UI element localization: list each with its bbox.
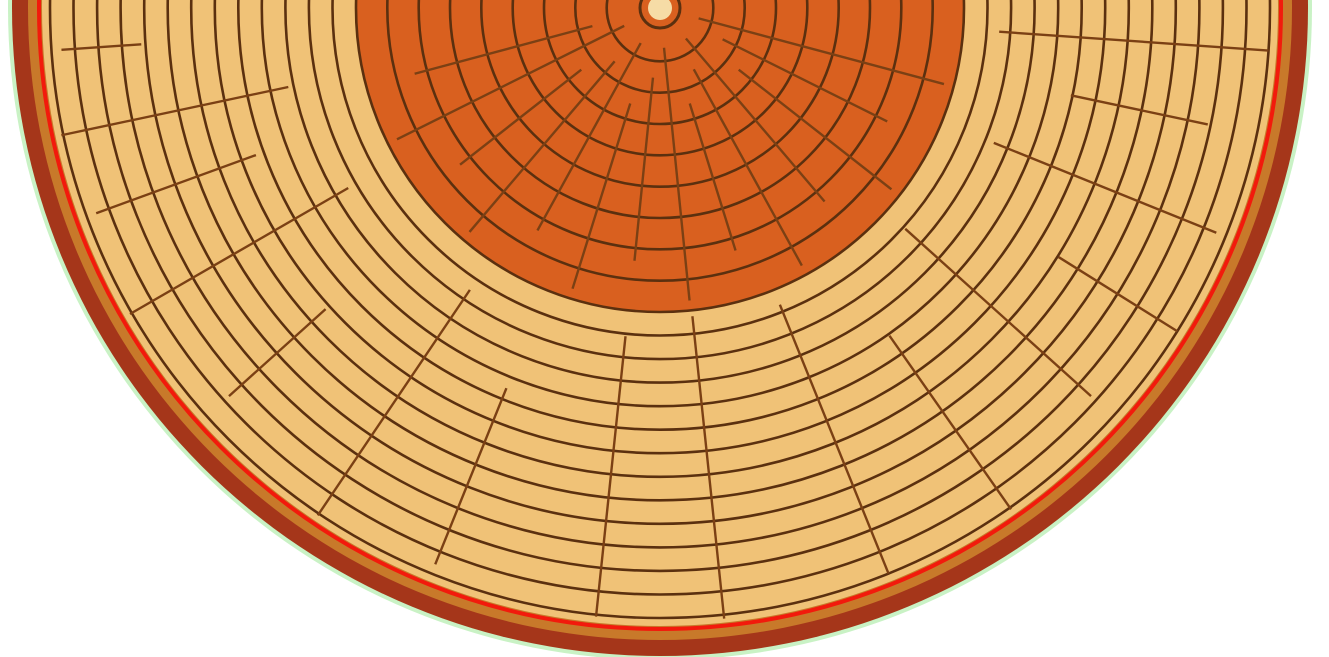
growth-ring-heartwood: [386, 0, 934, 282]
medullary-ray-sapwood: [316, 289, 471, 517]
medullary-ray-sapwood: [434, 387, 508, 565]
medullary-ray-heartwood: [737, 68, 893, 191]
growth-ring-heartwood: [354, 0, 966, 314]
medullary-ray-sapwood: [61, 43, 142, 52]
growth-ring-sapwood: [190, 0, 1130, 478]
medullary-ray-heartwood: [414, 24, 593, 75]
medullary-ray-sapwood: [61, 85, 289, 137]
medullary-ray-heartwood: [633, 77, 655, 261]
growth-ring-sapwood: [166, 0, 1154, 502]
medullary-ray-sapwood: [95, 153, 257, 215]
medullary-ray-heartwood: [662, 47, 691, 301]
growth-ring-sapwood: [72, 0, 1248, 596]
medullary-ray-sapwood: [999, 30, 1269, 52]
medullary-ray-heartwood: [571, 103, 632, 290]
medullary-ray-heartwood: [685, 37, 826, 203]
growth-ring-sapwood: [213, 0, 1107, 455]
medullary-ray-heartwood: [698, 17, 945, 86]
medullary-ray-sapwood: [129, 186, 349, 316]
medullary-ray-sapwood: [228, 308, 327, 397]
growth-ring-sapwood: [331, 0, 989, 337]
growth-ring-heartwood: [448, 0, 872, 220]
medullary-ray-sapwood: [1057, 256, 1178, 333]
medullary-ray-heartwood: [536, 42, 642, 232]
growth-ring-sapwood: [95, 0, 1225, 573]
medullary-ray-heartwood: [688, 103, 737, 251]
growth-ring-sapwood: [307, 0, 1013, 361]
medullary-ray-heartwood: [692, 68, 803, 267]
medullary-ray-heartwood: [722, 38, 888, 123]
growth-ring-heartwood: [417, 0, 903, 251]
pith: [648, 0, 672, 20]
medullary-ray-heartwood: [468, 60, 616, 233]
medullary-ray-sapwood: [1070, 94, 1209, 126]
growth-ring-sapwood: [284, 0, 1036, 384]
medullary-ray-sapwood: [904, 227, 1092, 397]
growth-ring-heartwood: [574, 0, 746, 94]
growth-ring-sapwood: [119, 0, 1201, 549]
medullary-ray-heartwood: [396, 24, 625, 141]
growth-ring-heartwood: [511, 0, 809, 157]
medullary-ray-sapwood: [993, 141, 1217, 234]
growth-ring-heartwood: [542, 0, 778, 126]
growth-ring-heartwood: [480, 0, 840, 188]
cambium-layer: [37, 0, 1283, 631]
growth-ring-sapwood: [143, 0, 1177, 525]
medullary-ray-heartwood: [459, 68, 583, 166]
pith-ring: [638, 0, 682, 30]
medullary-ray-sapwood: [778, 304, 890, 575]
growth-ring-sapwood: [48, 0, 1272, 620]
medullary-ray-sapwood: [594, 336, 627, 617]
medullary-ray-sapwood: [888, 334, 1013, 511]
medullary-ray-sapwood: [691, 316, 726, 619]
growth-ring-sapwood: [237, 0, 1083, 431]
growth-ring-sapwood: [260, 0, 1060, 408]
growth-ring-heartwood: [605, 0, 715, 63]
